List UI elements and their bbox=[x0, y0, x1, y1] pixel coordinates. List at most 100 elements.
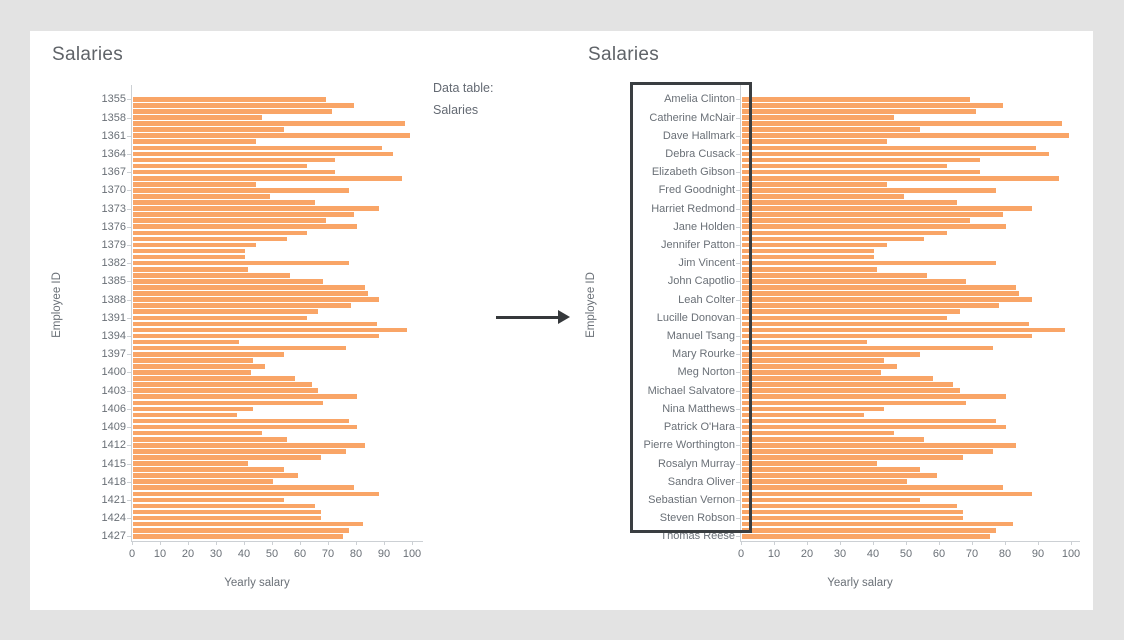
salary-bar bbox=[133, 534, 343, 539]
salary-bar bbox=[133, 230, 307, 236]
salary-bar bbox=[742, 473, 937, 478]
y-tick-mark bbox=[127, 190, 131, 192]
salary-bar bbox=[133, 388, 318, 393]
y-tick-mark bbox=[736, 117, 740, 119]
salary-bar bbox=[133, 224, 357, 230]
salary-bar bbox=[133, 485, 355, 491]
salary-bar bbox=[742, 218, 970, 223]
x-tick-mark bbox=[160, 541, 161, 545]
y-tick-label: Dave Hallmark bbox=[662, 129, 735, 142]
y-tick-label: 1412 bbox=[101, 439, 126, 452]
x-tick-mark bbox=[1005, 541, 1006, 545]
salary-bar bbox=[742, 285, 1016, 290]
salary-bar bbox=[133, 430, 262, 436]
y-tick-mark bbox=[736, 317, 740, 319]
salary-bar bbox=[742, 461, 878, 466]
salary-bar bbox=[133, 266, 248, 272]
salary-bar bbox=[742, 527, 997, 533]
y-tick-label: 1427 bbox=[101, 530, 126, 543]
salary-bar bbox=[742, 266, 878, 272]
y-tick-mark bbox=[127, 317, 131, 319]
y-tick-mark bbox=[736, 445, 740, 447]
salary-bar bbox=[133, 109, 332, 114]
y-tick-label: 1373 bbox=[101, 202, 126, 215]
salary-bar bbox=[133, 382, 313, 387]
x-tick-label: 20 bbox=[800, 548, 814, 560]
y-tick-label: 1394 bbox=[101, 330, 126, 343]
salary-bar bbox=[133, 376, 296, 381]
salary-bar bbox=[133, 285, 366, 290]
salary-bar bbox=[742, 188, 997, 193]
x-tick-label: 60 bbox=[293, 548, 307, 560]
salary-bar bbox=[742, 321, 1030, 327]
salary-bar bbox=[133, 121, 405, 126]
chart-card: Salaries Employee ID 1355 1358 1361 1364 136… bbox=[30, 31, 1093, 610]
salary-bar bbox=[133, 333, 380, 339]
x-tick-mark bbox=[873, 541, 874, 545]
salary-bar bbox=[133, 467, 285, 472]
y-tick-label: Harriet Redmond bbox=[651, 202, 735, 215]
salary-bar bbox=[742, 279, 967, 284]
salary-bar bbox=[742, 388, 960, 393]
right-chart-plot: Amelia Clinton Catherine McNair Dave Hallm… bbox=[643, 85, 1080, 560]
y-tick-label: 1382 bbox=[101, 257, 126, 270]
y-tick-mark bbox=[736, 190, 740, 192]
y-tick-label: Michael Salvatore bbox=[647, 384, 735, 397]
y-tick-mark bbox=[127, 518, 131, 520]
arrow-head bbox=[558, 310, 570, 324]
salary-bar bbox=[742, 303, 1000, 308]
y-tick-label: 1379 bbox=[101, 238, 126, 251]
x-tick-mark bbox=[300, 541, 301, 545]
y-tick-mark bbox=[127, 281, 131, 283]
salary-bar bbox=[742, 181, 888, 187]
salary-bar bbox=[742, 157, 980, 163]
y-tick-mark bbox=[127, 208, 131, 210]
y-tick-label: 1424 bbox=[101, 512, 126, 525]
salary-bar bbox=[133, 206, 380, 211]
salary-bar bbox=[133, 321, 377, 327]
salary-bar bbox=[742, 515, 964, 521]
x-tick-label: 40 bbox=[866, 548, 880, 560]
salary-bar bbox=[133, 364, 265, 369]
salary-bar bbox=[742, 127, 921, 132]
y-tick-mark bbox=[736, 408, 740, 410]
salary-bar bbox=[742, 333, 1033, 339]
x-tick-mark bbox=[840, 541, 841, 545]
x-tick-label: 90 bbox=[377, 548, 391, 560]
y-tick-label: Jane Holden bbox=[673, 220, 735, 233]
x-tick-label: 80 bbox=[349, 548, 363, 560]
x-tick-label: 60 bbox=[932, 548, 946, 560]
salary-bar bbox=[133, 497, 285, 503]
y-tick-label: Elizabeth Gibson bbox=[651, 166, 735, 179]
y-tick-label: 1421 bbox=[101, 493, 126, 506]
salary-bar bbox=[133, 315, 307, 321]
salary-bar bbox=[742, 491, 1033, 497]
salary-bar bbox=[742, 212, 1003, 217]
salary-bar bbox=[742, 400, 967, 406]
salary-bar bbox=[742, 485, 1003, 491]
x-tick-mark bbox=[356, 541, 357, 545]
salary-bar bbox=[742, 370, 881, 375]
y-tick-label: Catherine McNair bbox=[649, 111, 735, 124]
salary-bar bbox=[742, 430, 894, 436]
salary-bar bbox=[742, 509, 964, 515]
salary-bar bbox=[742, 224, 1006, 230]
y-tick-mark bbox=[736, 263, 740, 265]
salary-bar bbox=[742, 424, 1006, 430]
salary-bar bbox=[133, 491, 380, 497]
y-tick-mark bbox=[127, 226, 131, 228]
salary-bar bbox=[133, 151, 394, 157]
y-tick-label: 1361 bbox=[101, 129, 126, 142]
y-tick-label: 1418 bbox=[101, 475, 126, 488]
salary-bar bbox=[133, 527, 349, 533]
salary-bar bbox=[133, 473, 299, 478]
x-tick-mark bbox=[807, 541, 808, 545]
y-tick-mark bbox=[736, 299, 740, 301]
x-tick-mark bbox=[939, 541, 940, 545]
left-x-axis-title: Yearly salary bbox=[224, 577, 290, 589]
salary-bar bbox=[742, 315, 947, 321]
salary-bar bbox=[742, 273, 927, 278]
y-tick-mark bbox=[127, 244, 131, 246]
x-tick-label: 70 bbox=[965, 548, 979, 560]
x-tick-label: 50 bbox=[265, 548, 279, 560]
